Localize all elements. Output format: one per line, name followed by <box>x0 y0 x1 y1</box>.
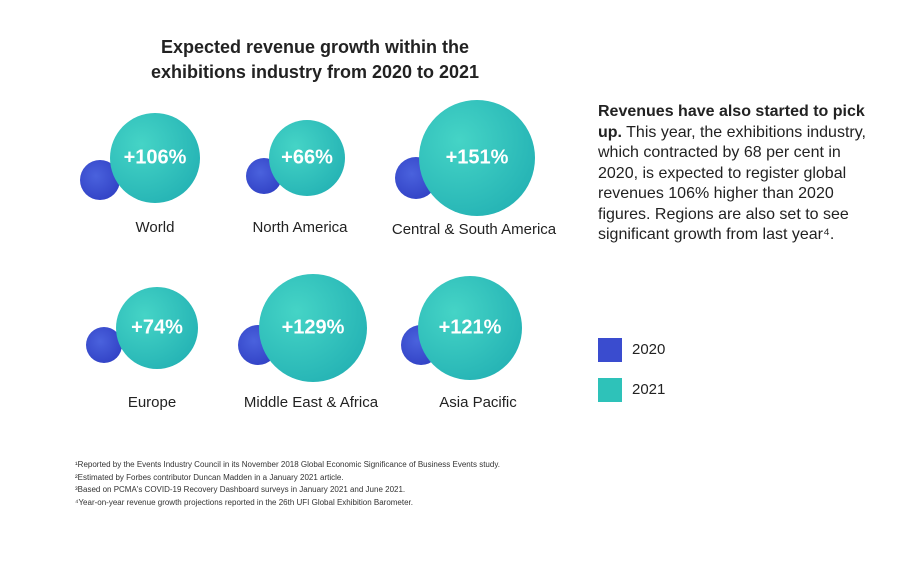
bubble-2021 <box>116 287 198 369</box>
bubble-2021 <box>259 274 367 382</box>
region-name: Central & South America <box>392 221 557 238</box>
bubble-2021 <box>110 113 200 203</box>
bubble-2021 <box>418 276 522 380</box>
legend-label: 2021 <box>632 381 665 398</box>
growth-label: +121% <box>439 316 502 338</box>
legend-swatch <box>598 338 622 362</box>
region-name: North America <box>252 219 348 236</box>
bubble-2021 <box>269 120 345 196</box>
growth-label: +66% <box>281 146 333 168</box>
region-name: Middle East & Africa <box>244 394 379 411</box>
region-name: Asia Pacific <box>439 394 517 411</box>
title-line: Expected revenue growth within the <box>161 37 469 57</box>
lead: Revenues have also started to pick up. <box>598 103 865 141</box>
legend-label: 2020 <box>632 341 665 358</box>
legend-swatch <box>598 378 622 402</box>
body: This year, the exhibitions industry, whi… <box>598 123 866 244</box>
bubble-2021 <box>419 100 535 216</box>
footnote: ¹Reported by the Events Industry Council… <box>75 460 500 469</box>
bubble-2020 <box>80 160 120 200</box>
title-line: exhibitions industry from 2020 to 2021 <box>151 62 479 82</box>
growth-label: +151% <box>446 146 509 168</box>
bubble-2020 <box>86 327 122 363</box>
footnotes: ¹Reported by the Events Industry Council… <box>75 459 500 509</box>
paragraph: Revenues have also started to pick up. T… <box>598 102 873 246</box>
growth-label: +106% <box>124 146 187 168</box>
footnote: ³Based on PCMA's COVID-19 Recovery Dashb… <box>75 485 406 494</box>
region-name: Europe <box>128 394 176 411</box>
footnote: ²Estimated by Forbes contributor Duncan … <box>75 472 344 482</box>
growth-label: +74% <box>131 316 183 338</box>
growth-label: +129% <box>282 316 345 338</box>
region-name: World <box>136 219 175 236</box>
footnote: ⁴Year-on-year revenue growth projections… <box>75 497 413 507</box>
